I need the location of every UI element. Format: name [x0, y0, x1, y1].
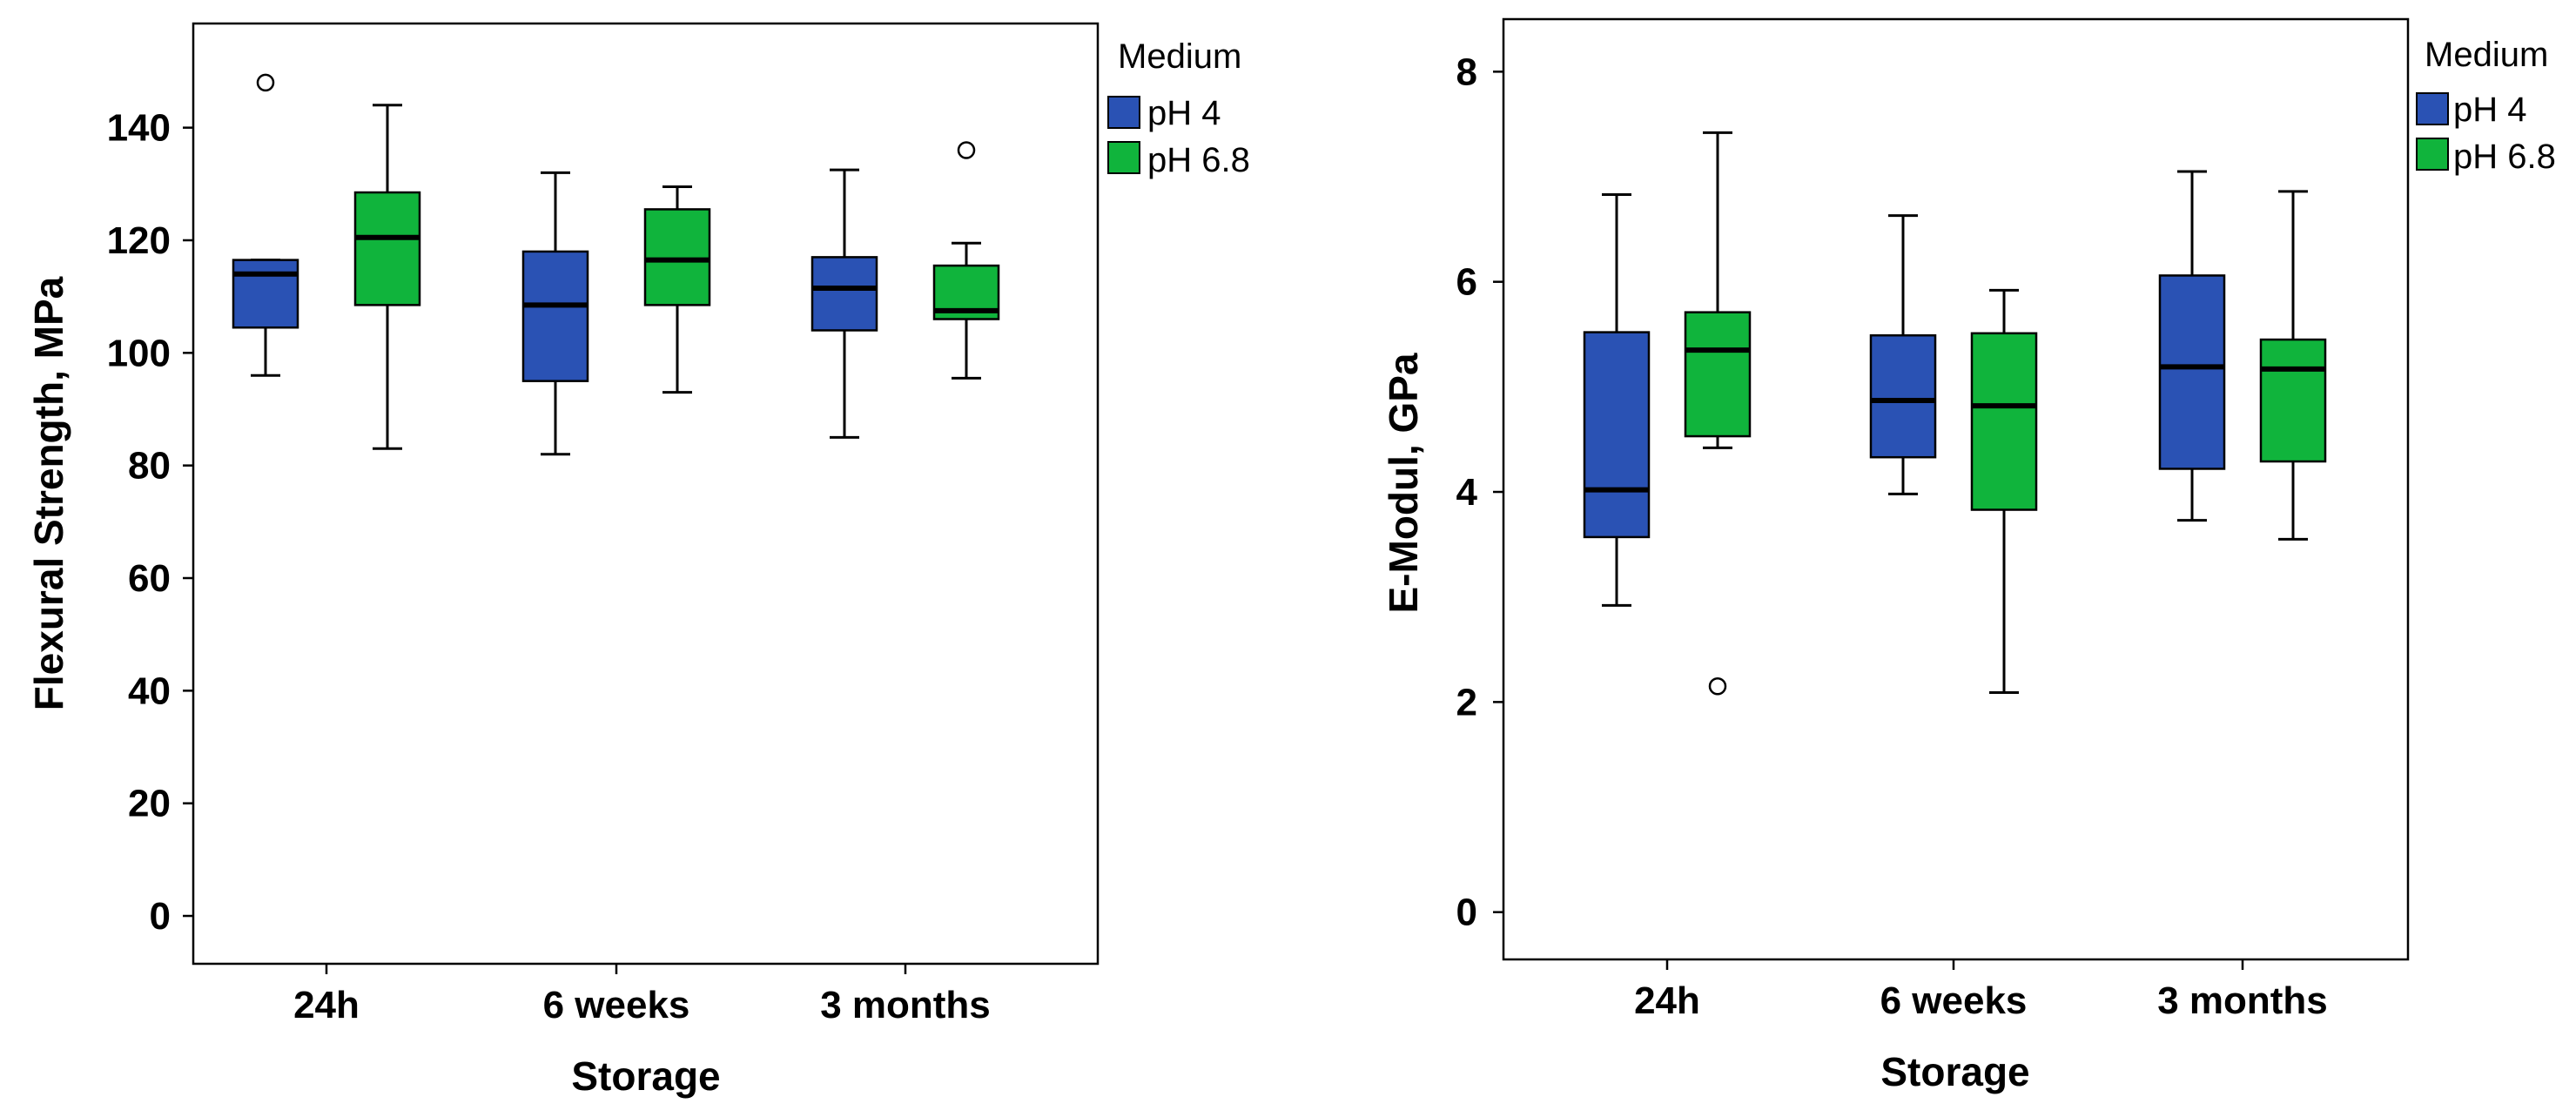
outlier-point	[1708, 677, 1727, 696]
legend: Medium pH 4 pH 6.8	[1107, 37, 1250, 179]
legend-swatch-ph68	[2416, 138, 2449, 171]
box-ph-6-8-3-months	[2259, 190, 2327, 541]
x-axis-title: Storage	[571, 1053, 720, 1099]
x-axis: 24h 6 weeks 3 months	[293, 964, 991, 1026]
iqr-box	[1684, 311, 1752, 438]
y-tick-label: 20	[128, 783, 171, 825]
box-ph-6-8-24h	[353, 104, 421, 450]
legend-label-ph68: pH 6.8	[2453, 138, 2556, 176]
plot-frame	[192, 22, 1100, 966]
legend: Medium pH 4 pH 6.8	[2416, 36, 2556, 176]
box-ph-4-6-weeks	[1869, 214, 1937, 495]
x-tick-label: 3 months	[2157, 979, 2328, 1022]
legend-swatch-ph4	[1107, 96, 1140, 129]
x-tick-label: 6 weeks	[543, 984, 690, 1026]
outlier-point	[256, 73, 275, 92]
y-axis-title: Flexural Strength, MPa	[26, 276, 71, 710]
iqr-box	[353, 191, 421, 306]
y-tick-label: 100	[107, 332, 171, 374]
box-ph-4-6-weeks	[521, 171, 589, 456]
iqr-box	[2259, 338, 2327, 463]
iqr-box	[810, 256, 878, 332]
iqr-box	[1970, 332, 2038, 511]
legend-swatch-ph68	[1107, 141, 1140, 174]
x-tick-label: 24h	[293, 984, 360, 1026]
legend-label-ph68: pH 6.8	[1147, 141, 1250, 179]
y-axis: 0 20 40 60 80 100 120 140	[107, 107, 193, 938]
y-tick-label: 0	[1456, 892, 1477, 934]
e-modul-chart: 0 2 4 6 8 24h 6 weeks 3 months E-Modul, GPa St…	[1381, 17, 2556, 1094]
y-tick-label: 60	[128, 557, 171, 600]
flexural-strength-chart: 0 20 40 60 80 100 120 140 24h 6 weeks 3 months Fl…	[26, 22, 1250, 1099]
iqr-box	[232, 259, 299, 329]
iqr-box	[1583, 331, 1651, 539]
legend-title: Medium	[2425, 36, 2548, 74]
plot-frame	[1502, 17, 2410, 961]
y-tick-label: 2	[1456, 681, 1477, 723]
x-tick-label: 24h	[1634, 979, 1700, 1022]
box-series	[232, 73, 1000, 456]
y-tick-label: 40	[128, 670, 171, 712]
outlier-point	[957, 141, 976, 159]
y-tick-label: 8	[1456, 50, 1477, 93]
box-ph-6-8-6-weeks	[643, 185, 711, 394]
box-ph-6-8-24h	[1684, 131, 1752, 696]
y-tick-label: 120	[107, 219, 171, 262]
y-tick-label: 80	[128, 445, 171, 488]
box-ph-6-8-6-weeks	[1970, 288, 2038, 694]
legend-swatch-ph4	[2416, 92, 2449, 125]
y-tick-label: 0	[150, 895, 171, 938]
x-axis: 24h 6 weeks 3 months	[1634, 959, 2328, 1022]
iqr-box	[521, 250, 589, 382]
y-tick-label: 4	[1456, 471, 1478, 514]
box-ph-4-24h	[232, 73, 299, 377]
iqr-box	[2158, 274, 2226, 470]
iqr-box	[1869, 333, 1937, 459]
box-ph-4-3-months	[810, 168, 878, 439]
box-ph-4-24h	[1583, 193, 1651, 607]
box-ph-4-3-months	[2158, 170, 2226, 522]
legend-title: Medium	[1118, 37, 1241, 76]
iqr-box	[643, 208, 711, 306]
x-axis-title: Storage	[1880, 1049, 2029, 1094]
box-series	[1583, 131, 2327, 696]
y-tick-label: 6	[1456, 261, 1477, 304]
y-axis-title: E-Modul, GPa	[1381, 353, 1426, 613]
x-tick-label: 3 months	[820, 984, 991, 1026]
x-tick-label: 6 weeks	[1880, 979, 2028, 1022]
legend-label-ph4: pH 4	[1147, 94, 1221, 132]
y-tick-label: 140	[107, 107, 171, 150]
box-ph-6-8-3-months	[932, 141, 1000, 380]
legend-label-ph4: pH 4	[2453, 91, 2527, 129]
y-axis: 0 2 4 6 8	[1456, 50, 1503, 934]
